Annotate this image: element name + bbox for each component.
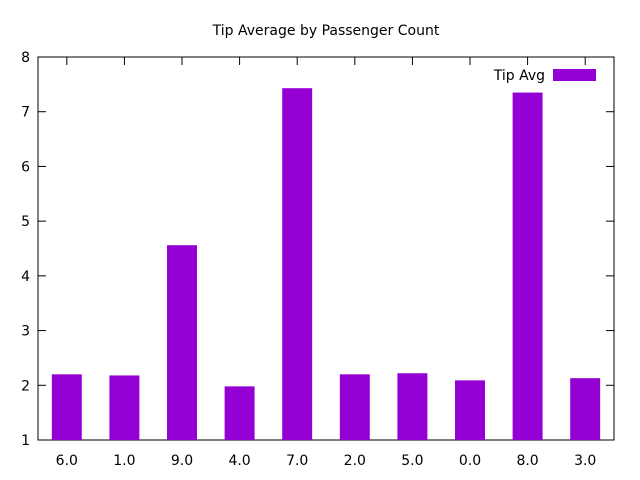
plot-border [37,56,615,441]
bar-6.0 [51,374,82,440]
bar-5.0 [397,373,428,440]
bar-3.0 [570,378,601,440]
x-tick-label: 6.0 [56,453,78,469]
y-tick-label: 2 [21,378,30,394]
legend-label-tip-avg: Tip Avg [493,68,545,84]
legend-swatch-tip-avg [553,69,596,81]
bar-7.0 [282,88,313,440]
x-tick-label: 8.0 [516,453,538,469]
bars [51,88,601,440]
tick-labels: 1 2 3 4 5 6 7 8 6.0 1.0 9.0 4.0 7.0 2.0 5.0 0.0 8.0 3.0 [21,50,596,469]
bar-0.0 [455,380,485,440]
y-tick-label: 1 [21,433,30,449]
y-tick-label: 4 [21,269,30,285]
y-tick-label: 8 [21,50,30,66]
y-tick-label: 3 [21,324,30,340]
y-tick-label: 6 [21,159,30,175]
bar-8.0 [512,92,543,440]
bar-4.0 [224,386,255,440]
legend: Tip Avg [493,68,596,84]
chart-title: Tip Average by Passenger Count [212,23,440,39]
x-tick-label: 3.0 [574,453,596,469]
y-tick-label: 7 [21,105,30,121]
axes [37,56,615,441]
x-tick-label: 0.0 [459,453,481,469]
x-tick-label: 9.0 [171,453,193,469]
bar-9.0 [167,245,197,440]
x-tick-label: 4.0 [228,453,250,469]
x-tick-label: 1.0 [113,453,135,469]
bar-2.0 [339,374,370,440]
x-tick-label: 7.0 [286,453,308,469]
x-tick-label: 5.0 [401,453,423,469]
bar-1.0 [109,375,140,440]
x-tick-label: 2.0 [344,453,366,469]
y-tick-label: 5 [21,214,30,230]
